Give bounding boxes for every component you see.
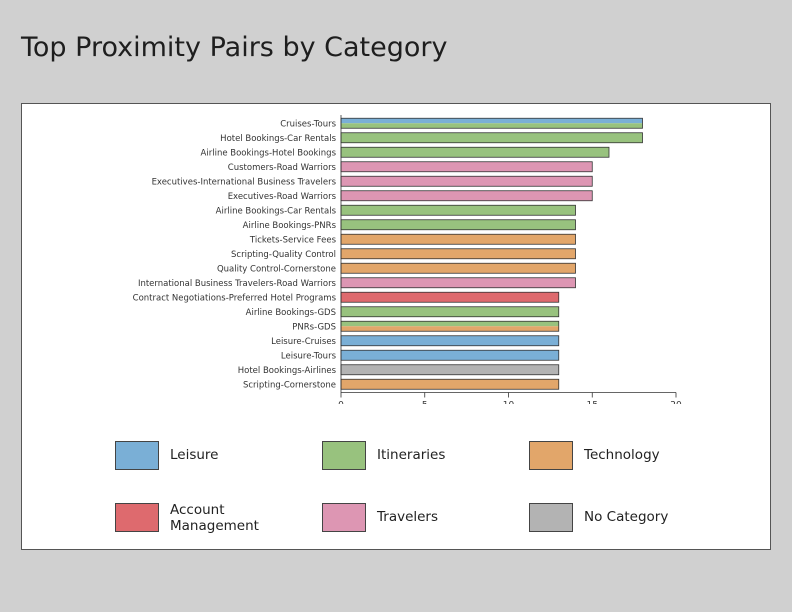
bar-segment — [341, 364, 559, 375]
legend-label: Travelers — [377, 509, 439, 525]
category-label: Scripting-Quality Control — [231, 250, 336, 260]
bar-group: Scripting-Cornerstone — [243, 378, 560, 390]
category-label: Airline Bookings-PNRs — [243, 221, 337, 231]
bar-group: PNRs-GDS — [292, 320, 560, 332]
bar-segment — [341, 379, 559, 390]
x-tick-label: 0 — [338, 401, 344, 405]
bar-segment — [341, 248, 576, 259]
page-title: Top Proximity Pairs by Category — [21, 32, 448, 63]
bar-group: Cruises-Tours — [280, 117, 643, 129]
bar-group: Customers-Road Warriors — [228, 161, 593, 173]
category-label: International Business Travelers-Road Wa… — [138, 279, 337, 289]
bar-segment — [341, 306, 559, 317]
bar-chart: Cruises-Tours Hotel Bookings-Car Rentals A… — [133, 115, 682, 405]
bar-segment — [341, 263, 576, 274]
legend-label: No Category — [584, 509, 669, 525]
category-label: Leisure-Cruises — [271, 337, 336, 347]
category-label: Scripting-Cornerstone — [243, 380, 336, 390]
category-label: Airline Bookings-GDS — [246, 308, 336, 318]
legend-swatch — [115, 441, 159, 470]
x-tick-label: 15 — [587, 401, 598, 405]
bar-segment — [341, 326, 559, 332]
bar-group: Airline Bookings-GDS — [246, 306, 560, 318]
bar-group: Leisure-Tours — [281, 349, 560, 361]
bar-group: Contract Negotiations-Preferred Hotel Pr… — [133, 291, 560, 303]
category-label: Cruises-Tours — [280, 119, 336, 129]
category-label: Customers-Road Warriors — [228, 163, 337, 173]
bar-segment — [341, 292, 559, 303]
bar-group: Airline Bookings-PNRs — [243, 219, 576, 231]
category-label: Airline Bookings-Hotel Bookings — [201, 148, 337, 158]
legend-label: Itineraries — [377, 447, 446, 463]
bar-segment — [341, 161, 593, 172]
category-label: Executives-International Business Travel… — [152, 177, 337, 187]
bar-segment — [341, 176, 593, 187]
bar-segment — [341, 277, 576, 288]
category-label: PNRs-GDS — [292, 322, 336, 332]
category-label: Executives-Road Warriors — [228, 192, 337, 202]
bar-segment — [341, 234, 576, 245]
bar-segment — [341, 147, 609, 158]
category-label: Quality Control-Cornerstone — [217, 264, 336, 274]
bar-segment — [341, 118, 643, 124]
legend-swatch — [529, 441, 573, 470]
legend-swatch — [529, 503, 573, 532]
bar-segment — [341, 190, 593, 201]
bar-group: Quality Control-Cornerstone — [217, 262, 576, 274]
bar-segment — [341, 350, 559, 361]
category-label: Hotel Bookings-Airlines — [238, 366, 337, 376]
bar-group: Leisure-Cruises — [271, 335, 560, 347]
legend-swatch — [322, 441, 366, 470]
bar-segment — [341, 335, 559, 346]
bar-group: Executives-International Business Travel… — [152, 175, 593, 187]
bar-segment — [341, 219, 576, 230]
legend-swatch — [322, 503, 366, 532]
bar-segment — [341, 205, 576, 216]
bar-group: Scripting-Quality Control — [231, 248, 576, 260]
bar-group: International Business Travelers-Road Wa… — [138, 277, 576, 289]
category-label: Contract Negotiations-Preferred Hotel Pr… — [133, 293, 337, 303]
chart-panel: Cruises-Tours Hotel Bookings-Car Rentals A… — [21, 103, 771, 550]
bar-group: Tickets-Service Fees — [249, 233, 576, 245]
category-label: Leisure-Tours — [281, 351, 337, 361]
category-label: Tickets-Service Fees — [249, 235, 337, 245]
bar-segment — [341, 123, 643, 129]
bar-group: Airline Bookings-Car Rentals — [216, 204, 576, 216]
bar-segment — [341, 132, 643, 143]
x-tick-label: 5 — [422, 401, 428, 405]
legend-label: Account Management — [170, 502, 259, 534]
x-tick-label: 20 — [670, 401, 682, 405]
legend-label: Leisure — [170, 447, 219, 463]
bar-group: Hotel Bookings-Airlines — [238, 364, 560, 376]
legend-swatch — [115, 503, 159, 532]
bar-group: Airline Bookings-Hotel Bookings — [201, 146, 610, 158]
bar-segment — [341, 321, 559, 327]
category-label: Hotel Bookings-Car Rentals — [220, 134, 336, 144]
x-tick-label: 10 — [503, 401, 515, 405]
bar-group: Hotel Bookings-Car Rentals — [220, 132, 643, 144]
legend-label: Technology — [584, 447, 660, 463]
bar-group: Executives-Road Warriors — [228, 190, 593, 202]
category-label: Airline Bookings-Car Rentals — [216, 206, 337, 216]
